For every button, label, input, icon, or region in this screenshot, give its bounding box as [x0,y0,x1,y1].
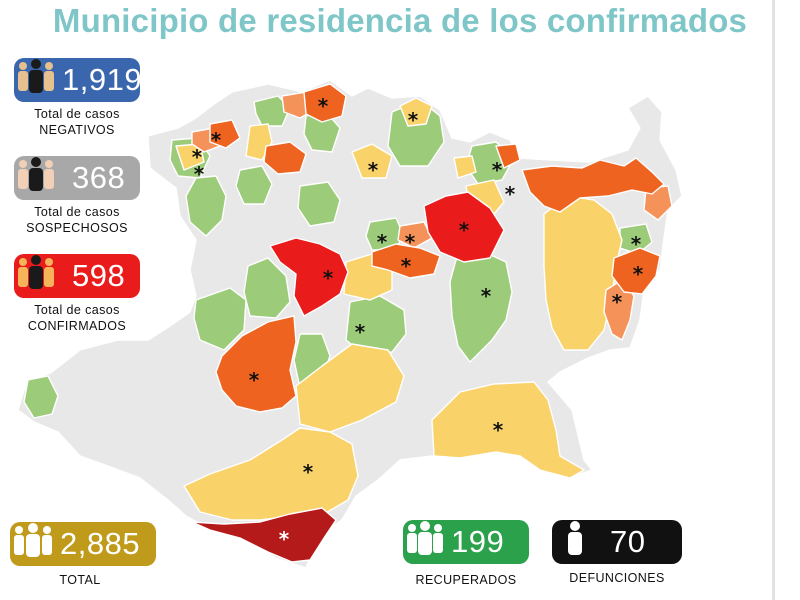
region-yellow [431,381,585,479]
total-badge: 2,885 [10,522,156,566]
total-caption: TOTAL [59,573,101,587]
sospechosos-value: 368 [72,160,126,195]
region-yellow [183,427,359,521]
people-icon [10,522,56,566]
defunciones-caption: DEFUNCIONES [569,571,665,585]
case-marker: * [631,232,642,256]
region-green [345,295,407,357]
region-green [253,95,291,127]
region-green [449,249,513,363]
region-green [235,165,273,205]
region-green [23,375,59,419]
case-marker: * [408,108,419,132]
sospechosos-caption-line1: Total de casos [34,205,120,219]
case-marker: * [303,460,314,484]
region-orange [303,83,347,123]
confirmados-caption-line1: Total de casos [34,303,120,317]
page-title: Municipio de residencia de los confirmad… [52,2,748,39]
region-orange [263,141,307,175]
case-marker: * [405,230,416,254]
map-markers: ***** * **** ************ [192,94,644,551]
case-marker: * [355,320,366,344]
case-marker: * [481,284,492,308]
region-yellow [351,143,393,179]
people-icon [403,520,447,564]
case-marker: * [192,145,203,169]
region-dark-red [191,507,337,563]
people-icon [14,58,58,102]
recuperados-badge: 199 [403,520,529,564]
case-marker: * [633,262,644,286]
recuperados-caption: RECUPERADOS [415,573,517,587]
region-orange [209,119,241,149]
case-marker: * [211,128,222,152]
confirmados-badge: 598 [14,254,140,298]
negativos-caption: Total de casos NEGATIVOS [14,106,140,138]
case-marker: * [194,162,205,186]
negativos-value: 1,919 [62,62,143,97]
region-orange [495,143,521,169]
sospechosos-caption-line2: SOSPECHOSOS [26,221,128,235]
defunciones-badge: 70 [552,520,682,564]
confirmados-value: 598 [72,258,126,293]
region-green [193,287,247,351]
region-light-orange [397,221,433,249]
region-orange [215,315,297,413]
region-red [269,237,349,317]
defunciones-value: 70 [610,524,646,559]
case-marker: * [492,158,503,182]
sospechosos-caption: Total de casos SOSPECHOSOS [14,204,140,236]
case-marker: * [493,418,504,442]
case-marker: * [459,218,470,242]
case-marker: * [505,182,516,206]
recuperados-value: 199 [451,524,505,559]
person-icon [562,520,588,564]
people-icon [14,156,58,200]
region-orange [371,243,441,279]
negativos-caption-line1: Total de casos [34,107,120,121]
total-value: 2,885 [60,526,141,561]
case-marker: * [612,290,623,314]
sospechosos-badge: 368 [14,156,140,200]
negativos-badge: 1,919 [14,58,143,102]
map-regions [17,79,683,569]
negativos-caption-line2: NEGATIVOS [39,123,115,137]
case-marker: * [377,230,388,254]
region-orange [521,157,665,213]
confirmados-caption-line2: CONFIRMADOS [27,319,127,333]
confirmados-caption: Total de casos CONFIRMADOS [14,302,140,334]
case-marker: * [323,266,334,290]
case-marker-white: * [279,527,290,551]
region-green [185,175,227,237]
case-marker: * [368,158,379,182]
region-green [243,257,291,319]
region-yellow [399,97,433,127]
people-icon [14,254,58,298]
page-edge-divider [772,0,775,600]
case-marker: * [401,254,412,278]
case-marker: * [318,94,329,118]
region-green [297,181,341,227]
region-orange [611,247,661,295]
region-yellow [295,343,405,433]
region-yellow [453,155,477,179]
case-marker: * [249,368,260,392]
region-red [423,191,505,263]
